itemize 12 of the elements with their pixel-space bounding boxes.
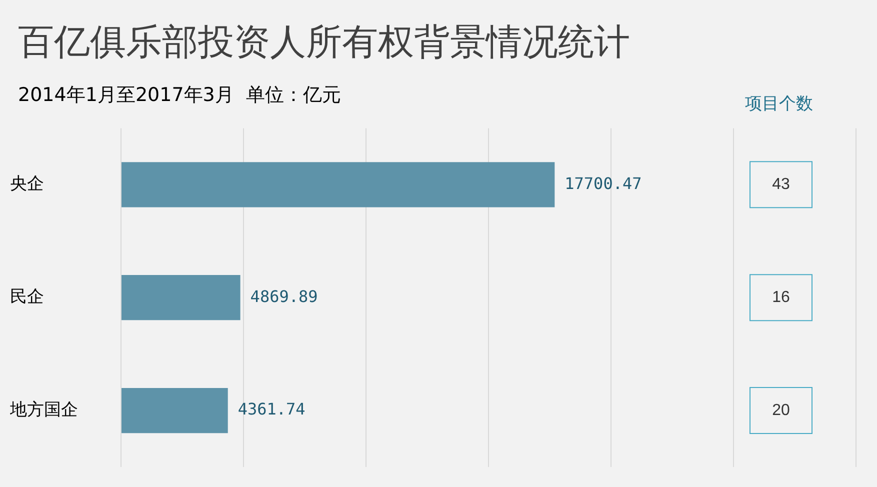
data-label: 4361.74 (238, 400, 306, 419)
text: 项目个数 (745, 93, 813, 115)
y-tick-label: 民企 (10, 287, 44, 308)
annotation: 16 (772, 289, 790, 306)
chart-title: 百亿俱乐部投资人所有权背景情况统计 (18, 21, 630, 65)
data-label: 4869.89 (250, 286, 318, 306)
annotation: 20 (772, 402, 790, 419)
chart-subtitle: 2014年1月至2017年3月 单位：亿元 (18, 83, 341, 108)
annotation: 43 (772, 176, 790, 194)
data-label: 17700.47 (564, 174, 642, 193)
y-tick-label: 地方国企 (9, 400, 78, 420)
y-tick-label: 央企 (10, 174, 44, 194)
